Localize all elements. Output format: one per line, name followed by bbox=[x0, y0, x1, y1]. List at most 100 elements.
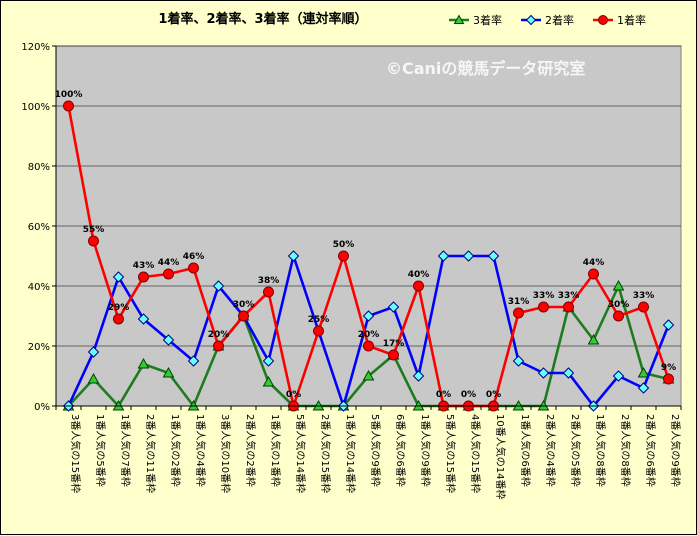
data-point bbox=[338, 250, 349, 262]
data-point bbox=[487, 250, 500, 262]
data-point bbox=[538, 301, 549, 313]
x-tick-label: 3番人気の15番枠 bbox=[69, 414, 82, 493]
x-tick-label: 1番人気の4番枠 bbox=[194, 414, 207, 487]
legend-marker bbox=[525, 14, 537, 26]
data-label: 33% bbox=[633, 291, 655, 301]
x-tick-label: 2番人気の9番枠 bbox=[669, 414, 682, 487]
data-point bbox=[137, 357, 150, 369]
data-label: 20% bbox=[208, 330, 230, 340]
data-point bbox=[63, 100, 74, 112]
data-label: 20% bbox=[358, 330, 380, 340]
data-point bbox=[188, 262, 199, 274]
data-point bbox=[262, 375, 275, 387]
data-point bbox=[138, 271, 149, 283]
data-point bbox=[637, 366, 650, 378]
data-point bbox=[637, 382, 650, 394]
series-layer bbox=[62, 100, 675, 412]
data-label: 30% bbox=[233, 300, 255, 310]
data-label: 17% bbox=[383, 339, 405, 349]
data-point bbox=[612, 370, 625, 382]
data-label: 44% bbox=[158, 258, 180, 268]
data-label: 33% bbox=[558, 291, 580, 301]
y-tick-label: 80% bbox=[28, 162, 50, 173]
data-point bbox=[87, 372, 100, 384]
data-point bbox=[613, 310, 624, 322]
data-point bbox=[162, 334, 175, 346]
data-point bbox=[313, 325, 324, 337]
x-tick-label: 2番人気の8番枠 bbox=[619, 414, 632, 487]
x-tick-label: 5番人気の15番枠 bbox=[444, 414, 457, 493]
data-point bbox=[213, 340, 224, 352]
x-tick-label: 10番人気の14番枠 bbox=[494, 414, 507, 499]
legend-marker bbox=[453, 14, 465, 24]
data-point bbox=[387, 301, 400, 313]
data-label: 0% bbox=[486, 390, 501, 400]
data-point bbox=[437, 250, 450, 262]
data-point bbox=[113, 313, 124, 325]
data-point bbox=[187, 355, 200, 367]
data-label: 0% bbox=[436, 390, 451, 400]
x-tick-label: 2番人気の5番枠 bbox=[569, 414, 582, 487]
y-tick-label: 60% bbox=[28, 222, 50, 233]
data-label: 100% bbox=[55, 90, 83, 100]
data-label: 0% bbox=[461, 390, 476, 400]
data-point bbox=[287, 250, 300, 262]
data-point bbox=[563, 301, 574, 313]
watermark-text: ©Caniの競馬データ研究室 bbox=[386, 59, 585, 78]
x-tick-label: 4番人気の15番枠 bbox=[469, 414, 482, 493]
x-tick-label: 1番人気の9番枠 bbox=[419, 414, 432, 487]
data-point bbox=[238, 310, 249, 322]
x-tick-label: 1番人気の1番枠 bbox=[269, 414, 282, 487]
series-1着率 bbox=[63, 100, 674, 412]
x-tick-label: 1番人気の7番枠 bbox=[119, 414, 132, 487]
data-label: 43% bbox=[133, 261, 155, 271]
data-label: 0% bbox=[286, 390, 301, 400]
legend-label: 3着率 bbox=[473, 13, 502, 27]
data-label: 44% bbox=[583, 258, 605, 268]
x-tick-label: 5番人気の9番枠 bbox=[369, 414, 382, 487]
x-tick-label: 2番人気の4番枠 bbox=[544, 414, 557, 487]
data-label: 33% bbox=[533, 291, 555, 301]
x-tick-label: 1番人気の8番枠 bbox=[594, 414, 607, 487]
data-point bbox=[612, 279, 625, 291]
x-tick-label: 6番人気の6番枠 bbox=[394, 414, 407, 487]
data-label: 29% bbox=[108, 303, 130, 313]
data-point bbox=[262, 355, 275, 367]
data-point bbox=[662, 319, 675, 331]
y-tick-label: 0% bbox=[34, 402, 50, 413]
legend-marker bbox=[598, 15, 608, 25]
x-tick-label: 1番人気の2番枠 bbox=[169, 414, 182, 487]
data-label: 40% bbox=[408, 270, 430, 280]
data-label: 31% bbox=[508, 297, 530, 307]
y-tick-label: 120% bbox=[21, 42, 50, 53]
legend-label: 1着率 bbox=[617, 13, 646, 27]
data-point bbox=[363, 340, 374, 352]
data-point bbox=[362, 369, 375, 381]
data-label: 55% bbox=[83, 225, 105, 235]
data-point bbox=[512, 355, 525, 367]
y-tick-label: 100% bbox=[21, 102, 50, 113]
data-label: 46% bbox=[183, 252, 205, 262]
y-tick-label: 40% bbox=[28, 282, 50, 293]
data-label: 50% bbox=[333, 240, 355, 250]
data-point bbox=[663, 373, 674, 385]
x-tick-label: 3番人気の10番枠 bbox=[219, 414, 232, 493]
data-point bbox=[112, 271, 125, 283]
data-label: 25% bbox=[308, 315, 330, 325]
chart-title: 1着率、2着率、3着率（連対率順） bbox=[158, 11, 367, 27]
data-point bbox=[137, 313, 150, 325]
data-point bbox=[588, 268, 599, 280]
x-tick-label: 2番人気の6番枠 bbox=[644, 414, 657, 487]
data-label: 30% bbox=[608, 300, 630, 310]
data-labels: 100%55%29%43% 44%46%20%30%38%0%25%50%20%1… bbox=[55, 90, 677, 400]
x-tick-label: 2番人気の15番枠 bbox=[319, 414, 332, 493]
data-point bbox=[163, 268, 174, 280]
x-tick-label: 1番人気の6番枠 bbox=[519, 414, 532, 487]
data-point bbox=[537, 367, 550, 379]
data-point bbox=[362, 310, 375, 322]
data-point bbox=[462, 250, 475, 262]
data-point bbox=[88, 235, 99, 247]
data-point bbox=[263, 286, 274, 298]
data-point bbox=[162, 366, 175, 378]
data-point bbox=[87, 346, 100, 358]
